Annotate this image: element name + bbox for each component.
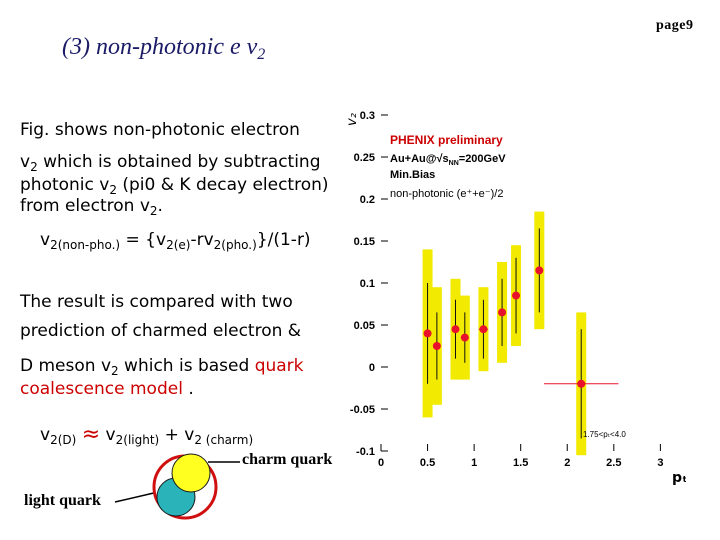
axis-ticks bbox=[380, 114, 661, 452]
slide-title: (3) non-photonic e v2 bbox=[62, 34, 266, 63]
data-points bbox=[423, 266, 586, 388]
data-point bbox=[460, 333, 469, 342]
light-quark-pointer bbox=[114, 491, 159, 503]
data-point bbox=[423, 329, 432, 338]
description-line-4: from electron v2. bbox=[20, 196, 163, 218]
x-tick-label: 0 bbox=[378, 457, 384, 469]
x-tick-labels: 0 0.5 1 1.5 2 2.5 3 bbox=[378, 457, 664, 469]
y-tick-label: 0.2 bbox=[360, 194, 375, 206]
result-line-2: prediction of charmed electron & bbox=[20, 321, 302, 341]
charm-quark-ball bbox=[171, 453, 211, 493]
light-quark-label: light quark bbox=[24, 492, 101, 509]
legend-title: PHENIX preliminary bbox=[390, 133, 503, 147]
y-tick-label: 0.05 bbox=[354, 320, 375, 332]
v2-chart: -0.1 -0.05 0 0.05 0.1 0.15 0.2 0.25 0.3 0 0.5 1 1.5… bbox=[346, 110, 686, 486]
description-line-2: v2 which is obtained by subtracting bbox=[20, 152, 321, 174]
legend-centrality: Min.Bias bbox=[390, 169, 435, 181]
quark-diagram bbox=[114, 453, 240, 520]
result-line-3: D meson v2 which is based quark bbox=[20, 356, 304, 378]
data-point bbox=[577, 379, 586, 388]
x-axis-label: pₜ bbox=[672, 470, 686, 486]
description-line-3: photonic v2 (pi0 & K decay electron) bbox=[20, 175, 329, 197]
result-line-1: The result is compared with two bbox=[20, 292, 293, 312]
data-point bbox=[451, 325, 460, 334]
y-tick-labels: -0.1 -0.05 0 0.05 0.1 0.15 0.2 0.25 0.3 bbox=[350, 110, 375, 458]
y-tick-label: -0.05 bbox=[350, 404, 375, 416]
coalescence-formula: v2(D) ≈ v2(light) + v2 (charm) bbox=[40, 422, 254, 447]
x-tick-label: 2.5 bbox=[606, 457, 621, 469]
pt-cut-label: 1.75<pₜ<4.0 bbox=[583, 430, 626, 439]
x-tick-label: 1.5 bbox=[513, 457, 528, 469]
result-line-4: coalescence model . bbox=[20, 379, 194, 399]
subtraction-formula: v2(non-pho.) = {v2(e)-rv2(pho.)}/(1-r) bbox=[40, 230, 311, 252]
data-point bbox=[512, 291, 521, 300]
y-tick-label: 0.3 bbox=[360, 110, 375, 122]
legend-system: Au+Au@√sNN=200GeV bbox=[390, 153, 506, 167]
y-axis-label: v₂ bbox=[346, 113, 360, 126]
charm-quark-label: charm quark bbox=[242, 451, 333, 468]
legend-selection: non-photonic (e⁺+e⁻)/2 bbox=[390, 188, 503, 200]
y-tick-label: 0.25 bbox=[354, 152, 375, 164]
data-point bbox=[498, 308, 507, 317]
x-tick-label: 0.5 bbox=[420, 457, 435, 469]
y-tick-label: -0.1 bbox=[356, 446, 375, 458]
y-tick-label: 0 bbox=[369, 362, 375, 374]
x-tick-label: 3 bbox=[657, 457, 663, 469]
x-tick-label: 2 bbox=[564, 457, 570, 469]
y-tick-label: 0.15 bbox=[354, 236, 375, 248]
data-point bbox=[479, 325, 488, 334]
data-point bbox=[535, 266, 544, 275]
data-point bbox=[432, 342, 441, 350]
description-line-1: Fig. shows non-photonic electron bbox=[20, 120, 300, 140]
y-tick-label: 0.1 bbox=[360, 278, 375, 290]
x-tick-label: 1 bbox=[471, 457, 477, 469]
page-number: page9 bbox=[656, 18, 694, 33]
